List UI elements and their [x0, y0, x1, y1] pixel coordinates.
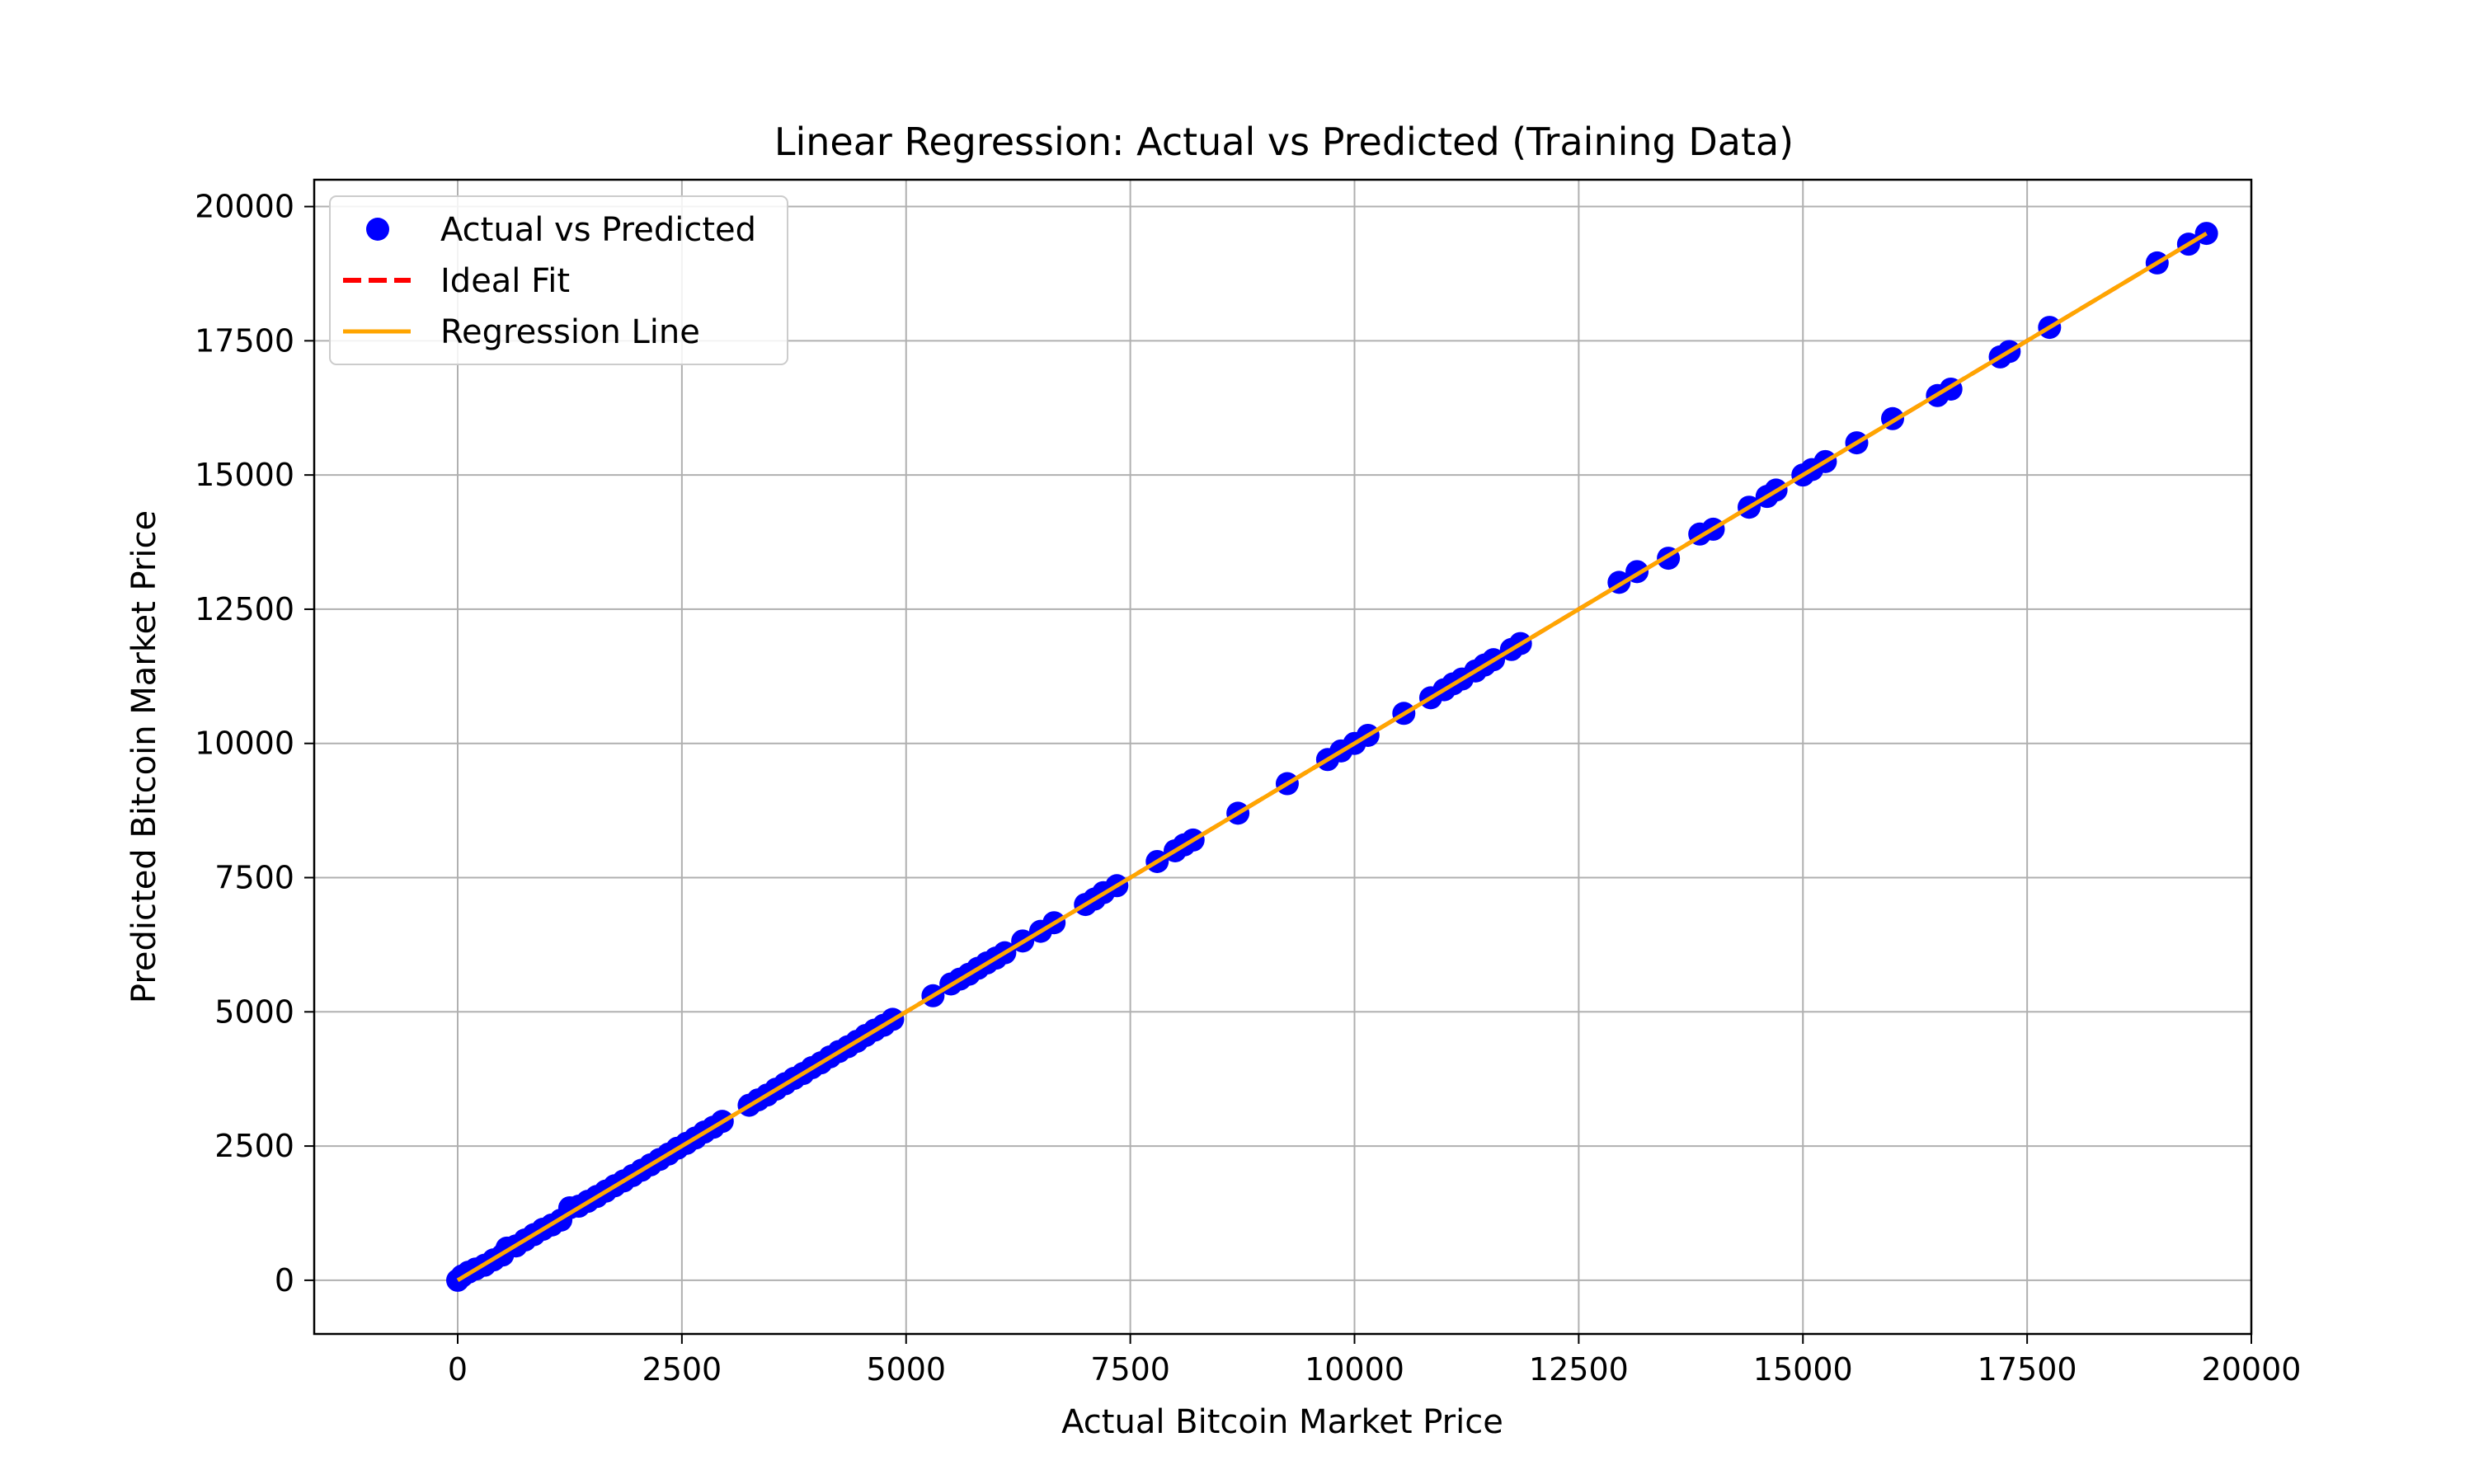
y-axis-label: Predicted Bitcoin Market Price: [125, 510, 163, 1003]
y-tick-label: 2500: [214, 1128, 294, 1164]
plot-frame: [313, 178, 2253, 1336]
x-tick-label: 7500: [1090, 1351, 1170, 1388]
x-tick-label: 2500: [642, 1351, 722, 1388]
legend: Actual vs Predicted Ideal Fit Regression…: [329, 195, 788, 365]
legend-label-ideal-fit: Ideal Fit: [440, 262, 570, 300]
x-tick-label: 12500: [1529, 1351, 1629, 1388]
y-tick-label: 17500: [195, 322, 294, 359]
x-tick-label: 20000: [2202, 1351, 2302, 1388]
y-tick-label: 10000: [195, 726, 294, 762]
plot-background: [314, 180, 2251, 1334]
x-tick-label: 10000: [1305, 1351, 1404, 1388]
legend-scatter-marker: [366, 218, 389, 241]
regression-line: [456, 231, 2208, 1283]
x-tick-label: 5000: [866, 1351, 946, 1388]
y-tick-label: 5000: [214, 993, 294, 1030]
x-tick-label: 17500: [1978, 1351, 2077, 1388]
grid-lines: [314, 180, 2252, 1334]
plot-area: [313, 178, 2253, 1336]
y-axis: 0 2500 5000 7500 10000 12500 15000 17500 20000: [195, 189, 314, 1298]
x-tick-label: 15000: [1753, 1351, 1853, 1388]
chart-title: Linear Regression: Actual vs Predicted (…: [774, 120, 1794, 164]
y-tick-label: 12500: [195, 591, 294, 627]
legend-label-actual-vs-predicted: Actual vs Predicted: [440, 211, 756, 249]
x-axis: 0 2500 5000 7500 10000 12500 15000 17500 20000: [448, 1334, 2302, 1388]
legend-box: [329, 195, 788, 365]
regression-line-series: [456, 231, 2208, 1283]
x-tick-label: 0: [448, 1351, 468, 1388]
y-tick-label: 0: [275, 1262, 294, 1298]
y-tick-label: 7500: [214, 860, 294, 896]
x-axis-label: Actual Bitcoin Market Price: [1061, 1403, 1503, 1441]
legend-label-regression-line: Regression Line: [440, 313, 700, 351]
y-tick-label: 15000: [195, 457, 294, 493]
y-tick-label: 20000: [195, 189, 294, 225]
